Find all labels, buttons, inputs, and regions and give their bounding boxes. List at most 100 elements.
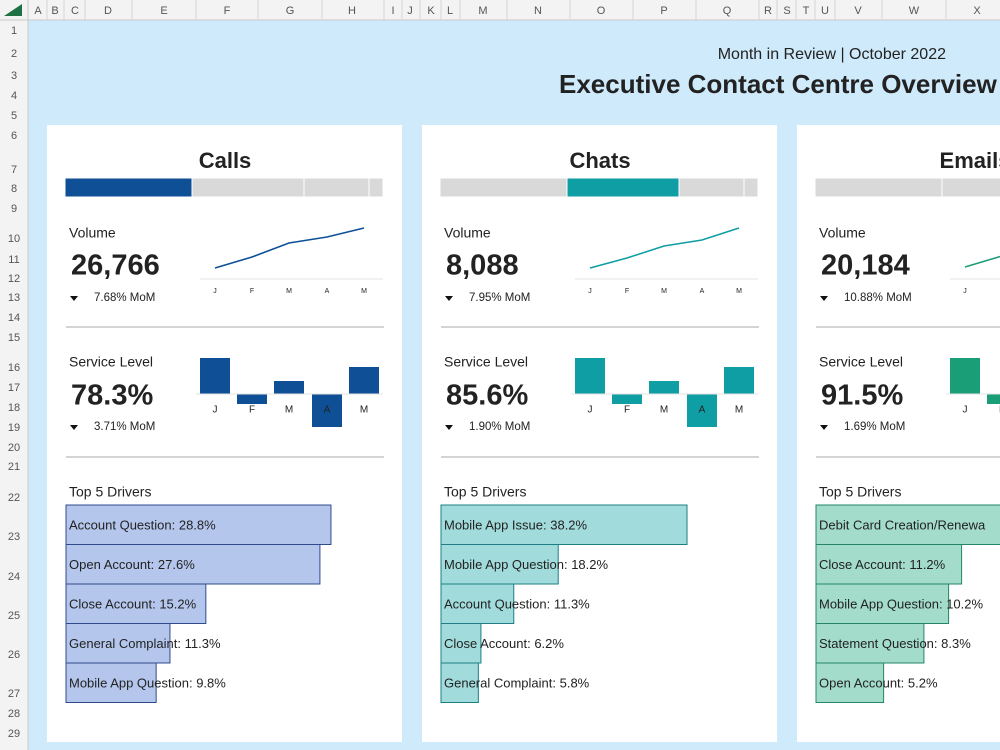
driver-bar	[440, 544, 559, 585]
row-header: 26	[8, 649, 20, 661]
down-arrow	[70, 296, 78, 301]
column-header: H	[348, 5, 356, 17]
down-arrow	[820, 296, 828, 301]
service-bar	[349, 367, 379, 394]
service-bar	[237, 394, 267, 404]
tab-segment	[439, 177, 568, 198]
month-label: J	[213, 405, 218, 416]
row-header: 25	[8, 610, 20, 622]
kpi-change: 10.88% MoM	[844, 292, 912, 304]
driver-label: Close Account: 15.2%	[69, 596, 197, 611]
service-bar	[987, 394, 1000, 404]
row-header: 6	[11, 130, 17, 142]
service-bar	[200, 358, 230, 394]
driver-bar	[815, 583, 950, 624]
service-bar	[312, 394, 342, 427]
row-header: 1	[11, 25, 17, 37]
column-header: F	[224, 5, 231, 17]
panel-title: Emails	[940, 148, 1000, 173]
row-header: 5	[11, 110, 17, 122]
column-header: A	[34, 5, 42, 17]
column-header: Q	[723, 5, 732, 17]
tab-segment	[814, 177, 943, 198]
row-header: 21	[8, 461, 20, 473]
row-header: 29	[8, 728, 20, 740]
month-label: J	[588, 405, 593, 416]
row-header: 27	[8, 688, 20, 700]
row-header: 23	[8, 531, 20, 543]
row-header: 13	[8, 292, 20, 304]
column-header: M	[478, 5, 487, 17]
month-label: M	[661, 288, 667, 295]
driver-label: Close Account: 6.2%	[444, 636, 564, 651]
service-bar	[575, 358, 605, 394]
column-header: G	[286, 5, 295, 17]
sparkline	[214, 227, 365, 269]
row-header: 15	[8, 332, 20, 344]
section-label: Top 5 Drivers	[444, 484, 526, 500]
column-header: X	[973, 5, 981, 17]
kpi-value: 85.6%	[446, 380, 528, 412]
row-header: 16	[8, 362, 20, 374]
driver-label: Account Question: 28.8%	[69, 517, 216, 532]
driver-bar	[440, 623, 482, 664]
select-all[interactable]	[4, 4, 22, 16]
month-label: M	[286, 288, 292, 295]
month-label: J	[588, 288, 592, 295]
sparkline	[964, 255, 1000, 268]
tab-segment	[678, 177, 745, 198]
row-header-bar	[0, 0, 28, 750]
driver-label: Mobile App Question: 18.2%	[444, 557, 608, 572]
row-header: 12	[8, 273, 20, 285]
month-label: M	[360, 405, 368, 416]
driver-label: General Complaint: 11.3%	[69, 636, 221, 651]
driver-bar	[440, 504, 688, 545]
column-header: T	[803, 5, 810, 17]
row-header: 24	[8, 571, 20, 583]
kpi-change: 1.90% MoM	[469, 421, 530, 433]
month-label: J	[963, 288, 967, 295]
kpi-change: 1.69% MoM	[844, 421, 905, 433]
driver-label: Statement Question: 8.3%	[819, 636, 971, 651]
month-label: A	[700, 288, 705, 295]
driver-bar	[65, 583, 207, 624]
service-bar	[274, 381, 304, 394]
row-header: 2	[11, 48, 17, 60]
row-header: 10	[8, 233, 20, 245]
driver-bar	[65, 623, 171, 664]
month-label: F	[999, 405, 1000, 416]
row-header: 20	[8, 442, 20, 454]
down-arrow	[70, 425, 78, 430]
driver-bar	[65, 662, 157, 703]
column-header: W	[909, 5, 920, 17]
driver-label: Open Account: 5.2%	[819, 675, 938, 690]
row-header: 11	[8, 254, 19, 266]
row-header: 18	[8, 402, 20, 414]
driver-label: Mobile App Question: 10.2%	[819, 596, 983, 611]
driver-bar	[440, 662, 479, 703]
kpi-value: 78.3%	[71, 380, 153, 412]
column-header: B	[51, 5, 58, 17]
tab-segment	[566, 177, 680, 198]
column-header: D	[104, 5, 112, 17]
panel-title: Chats	[569, 148, 630, 173]
driver-label: Account Question: 11.3%	[444, 596, 590, 611]
kpi-label: Volume	[444, 225, 491, 241]
column-header: E	[160, 5, 167, 17]
panel-title: Calls	[199, 148, 252, 173]
down-arrow	[445, 425, 453, 430]
kpi-label: Volume	[819, 225, 866, 241]
tab-segment	[191, 177, 305, 198]
month-label: F	[249, 405, 255, 416]
month-label: M	[285, 405, 293, 416]
month-label: J	[963, 405, 968, 416]
kpi-label: Service Level	[819, 354, 903, 370]
tab-segment	[64, 177, 193, 198]
kpi-change: 7.95% MoM	[469, 292, 530, 304]
month-label: M	[361, 288, 367, 295]
row-header: 28	[8, 708, 20, 720]
month-label: A	[324, 405, 331, 416]
service-bar	[724, 367, 754, 394]
driver-label: General Complaint: 5.8%	[444, 675, 590, 690]
